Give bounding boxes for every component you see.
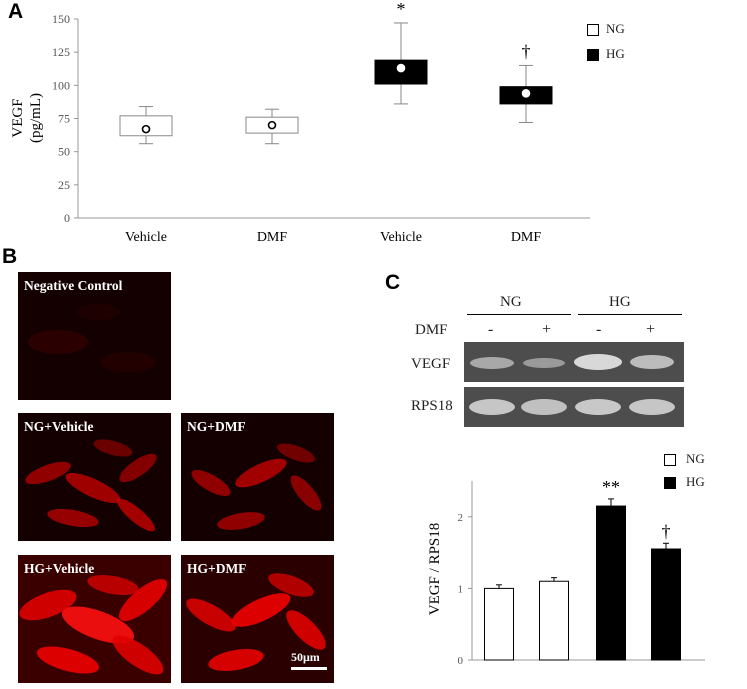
legend-label-hg: HG: [606, 46, 625, 61]
significance-marker: †: [662, 521, 671, 541]
y-tick-label: 2: [458, 512, 464, 524]
x-category-label: DMF: [511, 230, 542, 245]
y-tick-label: 0: [64, 211, 70, 225]
significance-marker: **: [602, 477, 620, 497]
panel-letter-a: A: [8, 0, 24, 23]
gel-group-hg-line: [578, 314, 682, 315]
micrograph-label: NG+Vehicle: [24, 419, 94, 434]
bar: [596, 505, 626, 661]
gel-row-label-vegf: VEGF: [411, 356, 451, 372]
legend-label-ng: NG: [606, 21, 625, 36]
y-tick-label: 50: [58, 145, 70, 159]
panel-letter-c: C: [385, 271, 401, 294]
x-category-label: Vehicle: [380, 230, 422, 245]
box-mean-marker: [267, 120, 277, 130]
legend-swatch-hg: [587, 49, 599, 61]
gel-group-hg: HG: [609, 294, 631, 310]
significance-marker: †: [522, 41, 531, 61]
bar: [651, 548, 681, 661]
scale-bar-label: 50μm: [291, 650, 320, 664]
y-tick-label: 0: [458, 655, 464, 667]
x-category-label: DMF: [257, 230, 288, 245]
gel-image: [464, 342, 684, 427]
rps18-bands: [469, 399, 675, 415]
micrograph-hg-vehicle: HG+Vehicle: [18, 555, 171, 683]
box-plot-chart: VEGF (pg/mL) 0 25 50 75 100 125 150 Vehicle DMF *…: [10, 0, 590, 245]
micrograph-negative-control: Negative Control: [18, 272, 171, 400]
micrograph-label: HG+DMF: [187, 561, 247, 576]
gel-group-ng-line: [467, 314, 571, 315]
y-tick-label: 25: [58, 178, 70, 192]
gel-treatment-label: DMF: [415, 322, 448, 338]
y-tick-label: 150: [52, 12, 70, 26]
significance-marker: *: [397, 0, 406, 19]
box-mean-marker: [396, 63, 406, 73]
micrograph-label: Negative Control: [24, 278, 123, 293]
micrograph-label: NG+DMF: [187, 419, 246, 434]
box-mean-marker: [521, 88, 531, 98]
bar-chart: VEGF / RPS18 0 1 2 ** †: [427, 477, 705, 667]
legend-c-swatch-ng: [664, 454, 676, 466]
scale-bar: [291, 667, 327, 670]
y-axis-units: (pg/mL): [28, 93, 44, 143]
y-tick-label: 125: [52, 45, 70, 59]
micrograph-hg-dmf: HG+DMF 50μm: [181, 555, 334, 683]
vegf-bands: [470, 354, 674, 370]
gel-group-ng: NG: [500, 294, 522, 310]
gel-row-label-rps18: RPS18: [411, 398, 453, 414]
lane-sign-3: -: [596, 321, 602, 338]
panel-letter-b: B: [2, 245, 18, 268]
micrograph-image: [19, 575, 168, 675]
legend-c-label-ng: NG: [686, 451, 705, 466]
lane-sign-1: -: [488, 321, 494, 338]
bar: [539, 580, 569, 661]
legend-swatch-ng: [587, 24, 599, 36]
bar: [484, 587, 514, 661]
lane-sign-4: +: [646, 321, 656, 338]
micrograph-image: [25, 439, 157, 532]
legend-c-label-hg: HG: [686, 474, 705, 489]
y-axis-label: VEGF (pg/mL): [10, 93, 44, 143]
y-axis-title: VEGF: [10, 98, 26, 137]
x-category-label: Vehicle: [125, 230, 167, 245]
micrograph-image: [191, 443, 322, 530]
lane-sign-2: +: [542, 321, 552, 338]
y-tick-label: 100: [52, 78, 70, 92]
micrograph-ng-vehicle: NG+Vehicle: [18, 413, 171, 541]
y-tick-label: 1: [458, 583, 464, 595]
y-axis-title-c: VEGF / RPS18: [427, 523, 443, 616]
micrograph-image: [28, 304, 156, 372]
box-mean-marker: [141, 124, 151, 134]
y-tick-label: 75: [58, 112, 70, 126]
micrograph-label: HG+Vehicle: [24, 561, 95, 576]
legend-c-swatch-hg: [664, 477, 676, 489]
micrograph-image: [186, 573, 326, 671]
micrograph-ng-dmf: NG+DMF: [181, 413, 334, 541]
